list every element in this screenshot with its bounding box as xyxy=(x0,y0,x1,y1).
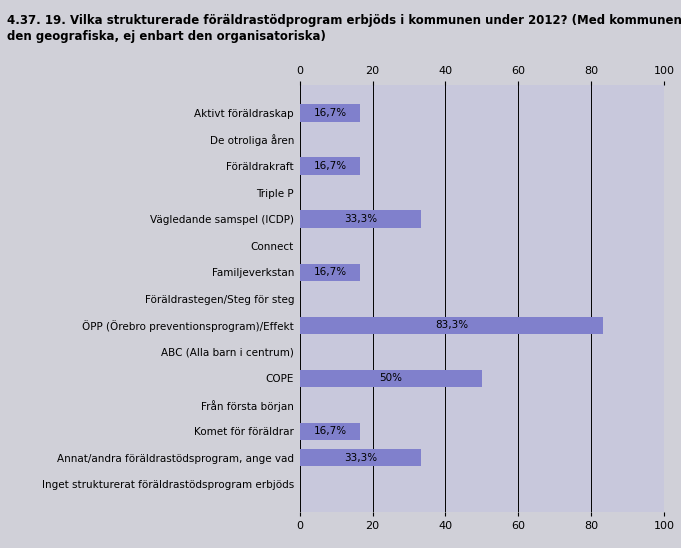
Text: 16,7%: 16,7% xyxy=(313,267,347,277)
Bar xyxy=(300,157,360,175)
Text: 16,7%: 16,7% xyxy=(313,161,347,171)
Text: 33,3%: 33,3% xyxy=(344,453,377,463)
Bar xyxy=(300,210,421,228)
Text: 50%: 50% xyxy=(379,373,402,383)
Text: 83,3%: 83,3% xyxy=(435,320,468,330)
Bar xyxy=(300,264,360,281)
Text: den geografiska, ej enbart den organisatoriska): den geografiska, ej enbart den organisat… xyxy=(7,30,326,43)
Bar xyxy=(300,317,603,334)
Bar xyxy=(300,369,481,387)
Bar xyxy=(300,104,360,122)
Text: 16,7%: 16,7% xyxy=(313,426,347,436)
Text: 16,7%: 16,7% xyxy=(313,108,347,118)
Text: 33,3%: 33,3% xyxy=(344,214,377,224)
Text: 4.37. 19. Vilka strukturerade föräldrastödprogram erbjöds i kommunen under 2012?: 4.37. 19. Vilka strukturerade föräldrast… xyxy=(7,14,681,27)
Bar xyxy=(300,423,360,440)
Bar xyxy=(300,449,421,466)
